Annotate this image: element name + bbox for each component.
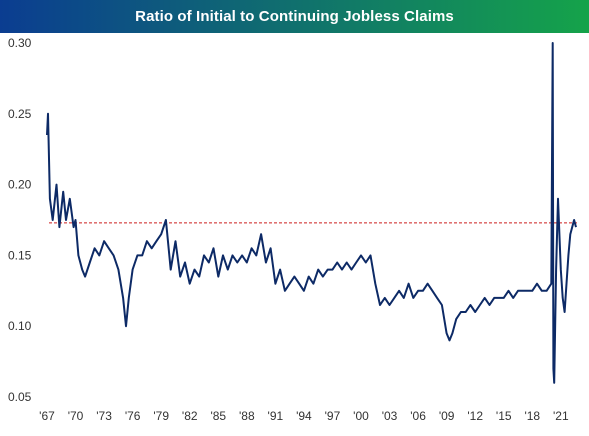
x-tick-label: '79 <box>153 409 169 423</box>
x-tick-label: '15 <box>496 409 512 423</box>
x-tick-label: '12 <box>467 409 483 423</box>
y-tick-label: 0.10 <box>8 319 32 333</box>
x-tick-label: '06 <box>410 409 426 423</box>
x-tick-label: '76 <box>125 409 141 423</box>
x-tick-label: '73 <box>96 409 112 423</box>
x-tick-label: '85 <box>210 409 226 423</box>
x-tick-label: '94 <box>296 409 312 423</box>
y-tick-label: 0.15 <box>8 248 32 262</box>
x-tick-label: '00 <box>353 409 369 423</box>
x-tick-label: '09 <box>439 409 455 423</box>
x-tick-label: '67 <box>39 409 55 423</box>
y-tick-label: 0.20 <box>8 178 32 192</box>
series-line <box>46 42 577 384</box>
x-tick-label: '91 <box>268 409 284 423</box>
x-tick-label: '82 <box>182 409 198 423</box>
y-tick-label: 0.05 <box>8 390 32 404</box>
x-tick-label: '88 <box>239 409 255 423</box>
y-axis: 0.05 0.10 0.15 0.20 0.25 0.30 <box>8 36 32 404</box>
x-tick-label: '03 <box>382 409 398 423</box>
x-axis: '67 '70 '73 '76 '79 '82 '85 '88 '91 '94 '97 '00 '03 '… <box>39 409 569 423</box>
y-tick-label: 0.25 <box>8 107 32 121</box>
x-tick-label: '21 <box>553 409 569 423</box>
y-tick-label: 0.30 <box>8 36 32 50</box>
title-bar: Ratio of Initial to Continuing Jobless C… <box>0 0 589 33</box>
x-tick-label: '70 <box>68 409 84 423</box>
chart-title: Ratio of Initial to Continuing Jobless C… <box>135 8 454 25</box>
x-tick-label: '18 <box>524 409 540 423</box>
x-tick-label: '97 <box>325 409 341 423</box>
